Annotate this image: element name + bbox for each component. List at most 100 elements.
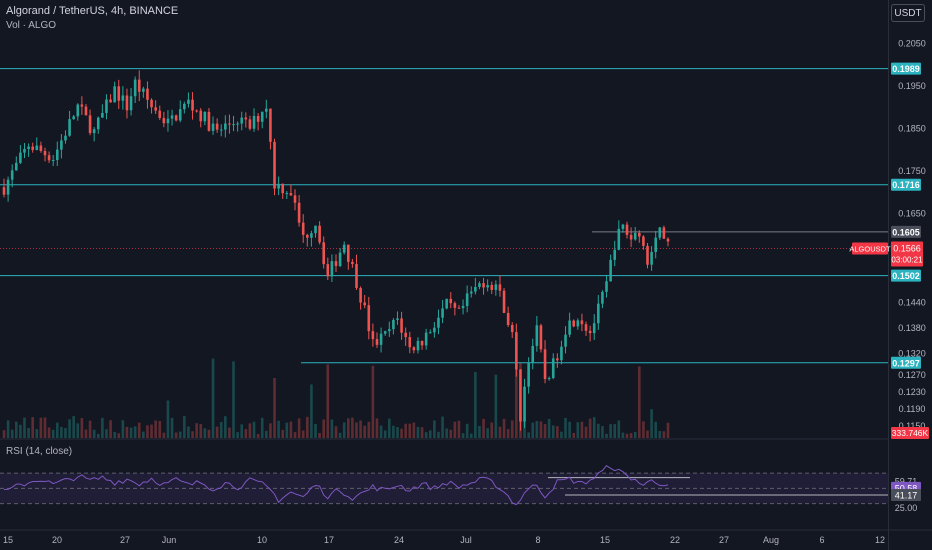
volume-bar — [621, 432, 625, 438]
volume-bar — [613, 424, 617, 438]
candle-body — [191, 99, 194, 111]
candle-body — [207, 111, 211, 131]
currency-button[interactable]: USDT — [891, 4, 925, 22]
candle-body — [592, 323, 596, 334]
candle-body — [494, 284, 498, 290]
volume-bar — [142, 431, 145, 438]
x-tick-label: 22 — [670, 535, 680, 545]
candle-body — [277, 183, 280, 189]
volume-bar — [256, 433, 260, 438]
volume-bar — [191, 431, 194, 438]
candle-body — [355, 264, 358, 289]
volume-bar — [412, 422, 416, 438]
volume-bar — [506, 429, 510, 438]
candle-body — [224, 123, 227, 130]
volume-bar — [568, 421, 571, 438]
volume-bar — [396, 427, 399, 438]
volume-bar — [461, 433, 465, 438]
candle-body — [638, 232, 641, 237]
volume-bar — [101, 417, 104, 438]
candle-body — [400, 318, 403, 333]
volume-bar — [240, 424, 244, 438]
candle-body — [96, 117, 100, 130]
volume-bar — [527, 432, 530, 438]
price-axis[interactable]: 0.2050 0.1950 0.1850 0.1750 0.1650 0.1440 0.13… — [898, 38, 926, 431]
volume-bar — [564, 417, 567, 438]
candle-body — [219, 129, 223, 131]
volume-bar — [474, 372, 477, 438]
volume-bar — [584, 426, 588, 438]
candle-body — [482, 283, 485, 288]
volume-bar — [482, 418, 485, 438]
rsi-line — [3, 465, 669, 506]
volume-bar — [23, 417, 26, 438]
candle-body — [478, 283, 481, 287]
candle-body — [428, 332, 432, 334]
y-tick-label: 0.1270 — [898, 370, 926, 380]
candle-body — [346, 244, 350, 262]
candle-body — [625, 224, 629, 235]
x-tick-label: 27 — [719, 535, 729, 545]
volume-bar — [383, 430, 387, 438]
volume-bar — [605, 433, 608, 438]
volume-bar — [326, 364, 330, 438]
volume-bar — [248, 423, 252, 438]
volume-bar — [129, 427, 133, 438]
candle-body — [183, 103, 186, 110]
volume-bar — [330, 419, 334, 438]
volume-bar — [150, 424, 153, 438]
volume-bar — [72, 416, 75, 438]
candle-body — [105, 99, 108, 113]
candle-body — [404, 332, 407, 338]
candle-body — [84, 106, 88, 116]
volume-bar — [355, 422, 358, 438]
candle-body — [76, 104, 80, 117]
candle-body — [6, 179, 10, 195]
volume-bar — [654, 421, 658, 438]
candle-body — [289, 193, 293, 196]
candle-body — [72, 116, 75, 120]
level-tag-bg — [891, 225, 921, 238]
volume-bar — [88, 420, 92, 438]
volume-bar — [547, 418, 551, 438]
volume-bar — [601, 426, 604, 438]
candle-body — [146, 88, 149, 100]
volume-bar — [137, 422, 141, 438]
candle-body — [564, 334, 567, 347]
candle-body — [109, 99, 112, 103]
candle-body — [351, 261, 354, 265]
candle-body — [666, 238, 670, 242]
candle-body — [387, 329, 391, 332]
volume-bar — [646, 430, 649, 438]
y-tick-label: 0.1750 — [898, 166, 926, 176]
time-axis[interactable]: 15 20 27 Jun 10 17 24 Jul 8 15 22 27 Aug 6 12 — [3, 535, 885, 545]
volume-bar — [10, 429, 14, 438]
volume-bar — [490, 422, 494, 438]
volume-bar — [597, 423, 600, 438]
volume-bar — [252, 421, 256, 438]
candle-body — [150, 99, 153, 108]
volume-bar — [334, 426, 338, 438]
volume-bar — [363, 425, 366, 438]
y-tick-label: 0.2050 — [898, 38, 926, 48]
candle-body — [248, 119, 252, 129]
volume-bar — [523, 419, 526, 438]
candle-body — [441, 308, 444, 318]
candle-body — [211, 123, 215, 131]
volume-bar — [27, 428, 30, 438]
volume-bar — [224, 416, 227, 438]
volume-bar — [662, 431, 666, 438]
candle-body — [47, 155, 51, 161]
candle-body — [27, 146, 30, 150]
candle-body — [228, 123, 231, 125]
candle-body — [543, 349, 547, 380]
candle-body — [43, 150, 47, 156]
candle-body — [379, 333, 383, 345]
volume-bar — [64, 428, 67, 438]
candle-body — [453, 303, 457, 308]
candle-body — [375, 339, 379, 345]
volume-bar — [166, 400, 170, 438]
volume-bar — [39, 417, 43, 438]
volume-bar — [531, 422, 535, 438]
